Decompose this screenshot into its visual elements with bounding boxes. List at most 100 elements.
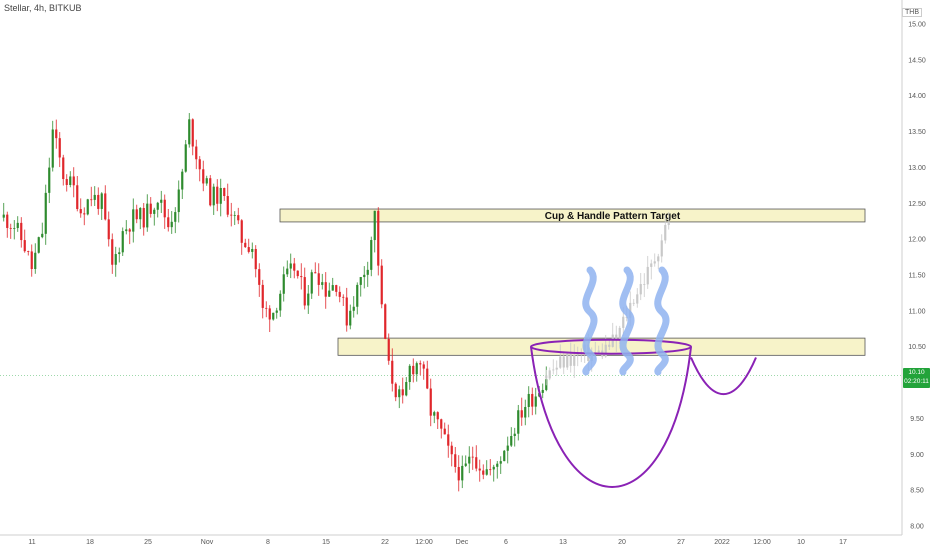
candle-body (667, 221, 670, 226)
y-tick-label: 11.00 (909, 308, 926, 315)
candle-body (559, 356, 562, 368)
candle (258, 263, 261, 297)
candle (573, 344, 576, 379)
candle (639, 272, 642, 301)
candle (303, 267, 306, 310)
candle (156, 201, 159, 218)
candle (464, 455, 467, 468)
candle (517, 404, 520, 441)
candle (408, 364, 411, 390)
candle-body (615, 334, 618, 340)
y-tick-label: 9.00 (910, 452, 924, 459)
projection-candles (545, 211, 670, 386)
candle (128, 228, 131, 245)
candle-body (205, 178, 208, 184)
candle-body (450, 445, 453, 455)
candle-body (6, 214, 9, 228)
candle-body (618, 327, 621, 340)
candle (657, 253, 660, 270)
candle-body (366, 269, 369, 275)
candle (55, 119, 58, 149)
chart-title: Stellar, 4h, BITKUB (4, 3, 82, 13)
candle (275, 307, 278, 319)
candle-body (433, 412, 436, 416)
candle (20, 217, 23, 248)
candle-body (569, 353, 572, 366)
candle (436, 411, 439, 429)
candle-body (401, 389, 404, 396)
candle (618, 325, 621, 344)
candle-body (76, 185, 79, 210)
candle-body (86, 199, 89, 215)
y-tick-label: 13.00 (908, 165, 926, 172)
candle (76, 176, 79, 212)
candle (265, 301, 268, 318)
candle-body (321, 282, 324, 285)
candle-body (275, 310, 278, 313)
candle (468, 446, 471, 474)
x-tick-label: 22 (381, 539, 389, 546)
steam-drawing (582, 266, 670, 376)
candle (72, 167, 75, 198)
candle (149, 197, 152, 218)
candle (268, 305, 271, 333)
candle (398, 385, 401, 409)
candle (520, 397, 523, 426)
candle (51, 120, 54, 172)
candle (352, 296, 355, 318)
candle (233, 211, 236, 226)
candle (261, 279, 264, 319)
candle (566, 351, 569, 370)
candle-body (261, 284, 264, 308)
candle (44, 184, 47, 245)
candle (310, 269, 313, 299)
candle (345, 287, 348, 332)
candle-body (534, 396, 537, 407)
candle (636, 288, 639, 308)
candle-body (489, 469, 492, 471)
candle (286, 260, 289, 278)
candle (37, 236, 40, 254)
candle-body (650, 263, 653, 267)
candle (34, 243, 37, 274)
candle (216, 179, 219, 212)
zones: Cup & Handle Pattern Target (279, 208, 866, 356)
candle-body (230, 214, 233, 216)
candle (387, 333, 390, 365)
candle (363, 266, 366, 289)
candle (384, 303, 387, 340)
candle-body (398, 389, 401, 398)
candle-body (223, 188, 226, 197)
candle-body (23, 240, 26, 252)
candle-body (611, 334, 614, 347)
candle-body (342, 296, 345, 298)
candle (79, 198, 82, 218)
candle (184, 139, 187, 173)
candle (254, 245, 257, 278)
candle (58, 132, 61, 168)
candle-body (149, 203, 152, 214)
candle-body (209, 178, 212, 206)
candle (503, 449, 506, 462)
candle-body (146, 203, 149, 228)
x-tick-label: Dec (456, 539, 469, 546)
candle (373, 210, 376, 253)
candle-body (48, 167, 51, 193)
y-tick-label: 12.50 (908, 201, 926, 208)
candle (457, 455, 460, 492)
candle (667, 211, 670, 230)
candle (27, 250, 30, 256)
candle-body (258, 269, 261, 285)
candle (377, 207, 380, 276)
candle-body (345, 297, 348, 326)
candle (2, 202, 5, 222)
candle (289, 253, 292, 279)
candle (170, 211, 173, 234)
candle-body (174, 212, 177, 222)
candle-body (464, 463, 467, 466)
candle-body (107, 219, 110, 240)
candle-body (646, 266, 649, 285)
candle (230, 202, 233, 227)
candle-body (527, 393, 530, 407)
